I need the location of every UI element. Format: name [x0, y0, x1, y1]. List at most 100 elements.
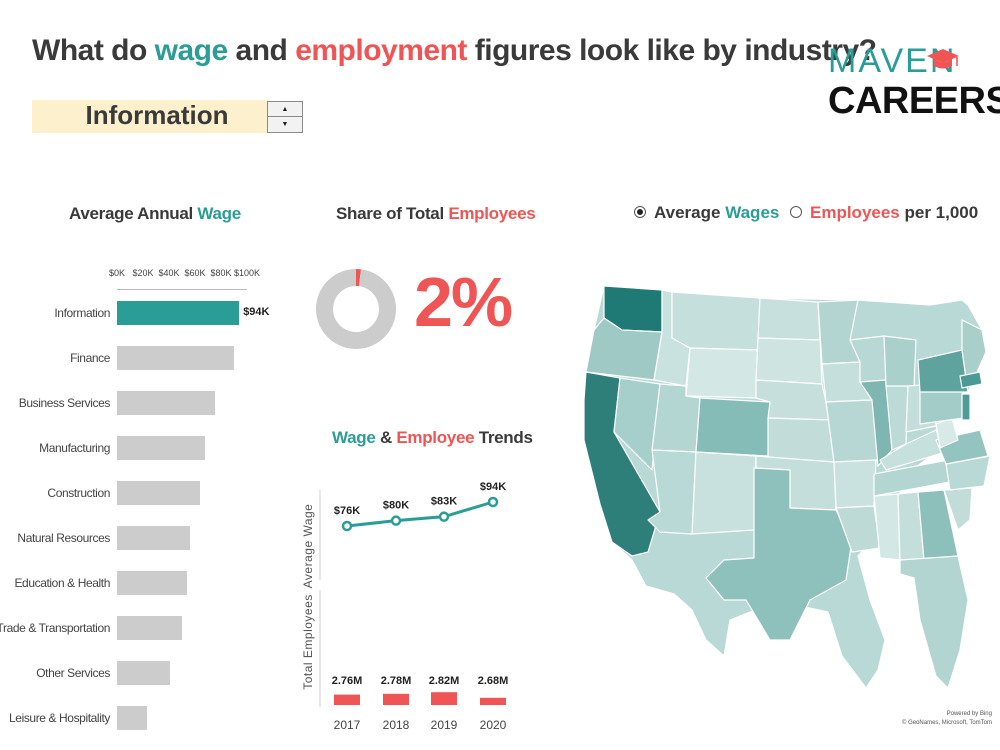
- map-state-california: [583, 371, 661, 557]
- map-state-washington: [603, 285, 663, 333]
- trend-employee-axis-title: Total Employees: [301, 594, 315, 690]
- donut-slice: [356, 269, 362, 287]
- wage-axis-tick: $20K: [132, 268, 154, 278]
- employee-trend-bar: [383, 693, 409, 705]
- wage-axis-tick: $80K: [210, 268, 232, 278]
- radio-unselected-icon[interactable]: [790, 205, 802, 218]
- map-state-north-carolina: [945, 455, 991, 491]
- wage-trend-point: [487, 496, 499, 508]
- map-state-louisiana: [835, 505, 881, 553]
- wage-trend-point: [390, 515, 402, 526]
- map-state-illinois: [859, 379, 893, 467]
- radio-employees-per-1000[interactable]: Employees per 1,000: [790, 203, 978, 223]
- map-state-iowa: [821, 361, 873, 403]
- map-state-michigan: [883, 335, 917, 389]
- employee-trend-label: 2.78M: [381, 675, 412, 687]
- map-state-utah: [651, 383, 701, 453]
- wage-bar: [117, 436, 206, 460]
- map-state-ohio: [905, 383, 937, 433]
- employee-trend-label: 2.68M: [478, 675, 509, 687]
- map-state-missouri: [825, 399, 881, 463]
- map-credit: Powered by Bing © GeoNames, Microsoft, T…: [900, 710, 992, 728]
- radio-wages-part1: Average: [654, 203, 726, 222]
- wage-trend-label: $76K: [334, 505, 360, 517]
- map-state-west-virginia: [935, 417, 959, 449]
- industry-selector[interactable]: Information: [32, 100, 268, 133]
- wage-axis-line: [117, 289, 247, 290]
- wage-category-label: Education & Health: [14, 576, 110, 590]
- radio-employees-part1: Employees: [810, 203, 900, 222]
- share-percent-label: 2%: [414, 263, 513, 341]
- wage-panel-title-part1: Average Annual: [69, 204, 198, 223]
- map-state-mississippi: [873, 493, 901, 561]
- title-wage-word: wage: [154, 34, 229, 67]
- map-state-minnesota: [817, 299, 861, 365]
- map-state-arizona: [647, 449, 697, 535]
- wage-category-label: Other Services: [36, 666, 110, 680]
- wage-trend-point: [438, 511, 450, 522]
- spinner-down-button[interactable]: ▼: [268, 117, 302, 132]
- share-panel-title-part1: Share of Total: [336, 204, 449, 223]
- wage-trend-label: $80K: [383, 500, 409, 512]
- title-part1: What do: [32, 34, 155, 67]
- radio-selected-icon[interactable]: [634, 205, 646, 218]
- wage-category-label: Trade & Transportation: [0, 621, 110, 635]
- wage-category-label: Business Services: [18, 396, 111, 410]
- share-panel-title: Share of Total Employees: [336, 204, 536, 224]
- title-part2: and: [227, 34, 296, 67]
- trends-title-amp: &: [375, 428, 397, 447]
- trend-year-label: 2020: [480, 718, 507, 732]
- donut-slice: [316, 269, 397, 349]
- wage-bar: [117, 301, 240, 325]
- share-panel-title-part2: Employees: [448, 204, 536, 223]
- wage-category-label: Information: [54, 306, 110, 320]
- wage-category-label: Leisure & Hospitality: [9, 711, 110, 725]
- map-state-kentucky: [879, 429, 947, 471]
- trends-title-trends: Trends: [474, 428, 533, 447]
- map-state-texas: [705, 467, 853, 641]
- triangle-up-icon: ▲: [281, 106, 289, 113]
- wage-axis-tick: $100K: [233, 268, 261, 278]
- map-state-nebraska: [755, 379, 831, 421]
- wage-trend-label: $83K: [431, 496, 457, 508]
- map-state-idaho: [653, 289, 691, 387]
- map-state-alabama: [897, 491, 925, 561]
- trend-year-label: 2018: [383, 718, 410, 732]
- wage-bar: [117, 346, 234, 370]
- map-state-wisconsin: [849, 335, 887, 383]
- wage-bar: [117, 391, 215, 415]
- map-state-wyoming: [685, 347, 759, 399]
- wage-category-label: Finance: [70, 351, 110, 365]
- employee-trend-bar: [480, 697, 506, 705]
- map-state-kansas: [767, 417, 835, 463]
- radio-average-wages[interactable]: Average Wages: [634, 203, 779, 223]
- industry-selector-value: Information: [85, 100, 229, 130]
- triangle-down-icon: ▼: [281, 121, 289, 128]
- map-state-new-england: [961, 319, 987, 393]
- map-state-new-mexico: [691, 451, 757, 535]
- wage-bar-value-label: $94K: [243, 306, 270, 318]
- map-state-oklahoma: [755, 455, 837, 511]
- logo-bottom-text: CAREERS: [828, 80, 1000, 122]
- industry-spinner[interactable]: ▲ ▼: [267, 101, 303, 133]
- logo-top-text: MAVEN: [828, 42, 957, 80]
- map-state-pennsylvania: [919, 387, 965, 425]
- employee-trend-bar: [334, 694, 360, 705]
- graduation-cap-icon: [927, 49, 959, 69]
- wage-bar: [117, 661, 171, 685]
- map-state-oregon: [585, 317, 663, 381]
- wage-bar: [117, 616, 182, 640]
- employee-trend-label: 2.82M: [429, 675, 460, 687]
- employee-trend-bar: [431, 692, 457, 705]
- title-part3: figures look like by industry?: [466, 34, 877, 67]
- wage-category-label: Manufacturing: [39, 441, 110, 455]
- spinner-up-button[interactable]: ▲: [268, 102, 302, 117]
- wage-bar: [117, 706, 147, 730]
- wage-axis-tick: $60K: [184, 268, 206, 278]
- map-credit-line1: Powered by Bing: [946, 711, 992, 717]
- map-state-montana: [671, 291, 761, 351]
- map-state-massachusetts: [959, 371, 983, 389]
- map-state-nevada: [613, 377, 661, 471]
- trends-title-employee: Employee: [396, 428, 475, 447]
- wage-bar: [117, 526, 190, 550]
